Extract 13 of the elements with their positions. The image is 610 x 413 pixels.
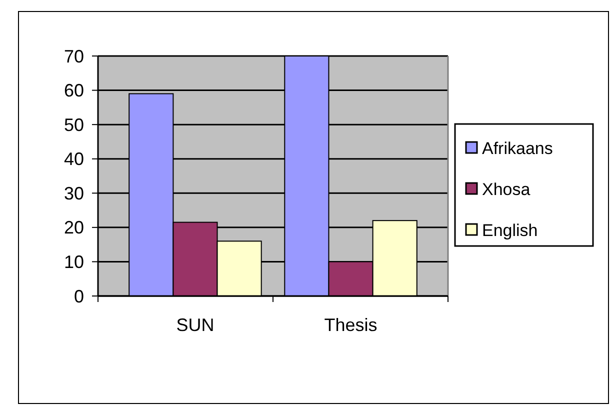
legend-label: Afrikaans [482, 138, 553, 158]
legend-label: Xhosa [482, 180, 531, 199]
y-tick-label: 60 [64, 80, 84, 101]
y-tick-label: 70 [64, 46, 84, 66]
legend-label: English [482, 220, 538, 240]
x-tick-label: SUN [176, 315, 214, 335]
x-tick-label: Thesis [324, 315, 378, 335]
y-tick-label: 0 [74, 286, 84, 306]
y-tick-label: 10 [64, 252, 84, 272]
y-tick-label: 40 [64, 149, 84, 170]
y-tick-label: 30 [64, 183, 84, 204]
y-tick-label: 20 [64, 218, 84, 238]
y-tick-label: 50 [64, 114, 84, 135]
